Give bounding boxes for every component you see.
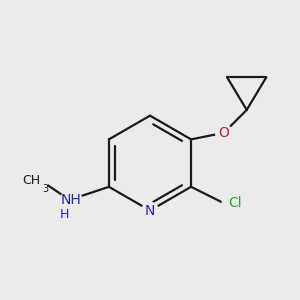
Circle shape xyxy=(216,124,232,141)
Circle shape xyxy=(32,172,48,188)
Text: NH: NH xyxy=(61,193,82,207)
Text: O: O xyxy=(218,126,229,140)
Text: H: H xyxy=(60,208,69,221)
Circle shape xyxy=(222,193,242,213)
Text: CH: CH xyxy=(22,174,40,187)
Circle shape xyxy=(61,189,82,210)
Circle shape xyxy=(142,202,158,219)
Text: Cl: Cl xyxy=(229,196,242,210)
Text: 3: 3 xyxy=(42,184,48,194)
Text: N: N xyxy=(145,203,155,218)
